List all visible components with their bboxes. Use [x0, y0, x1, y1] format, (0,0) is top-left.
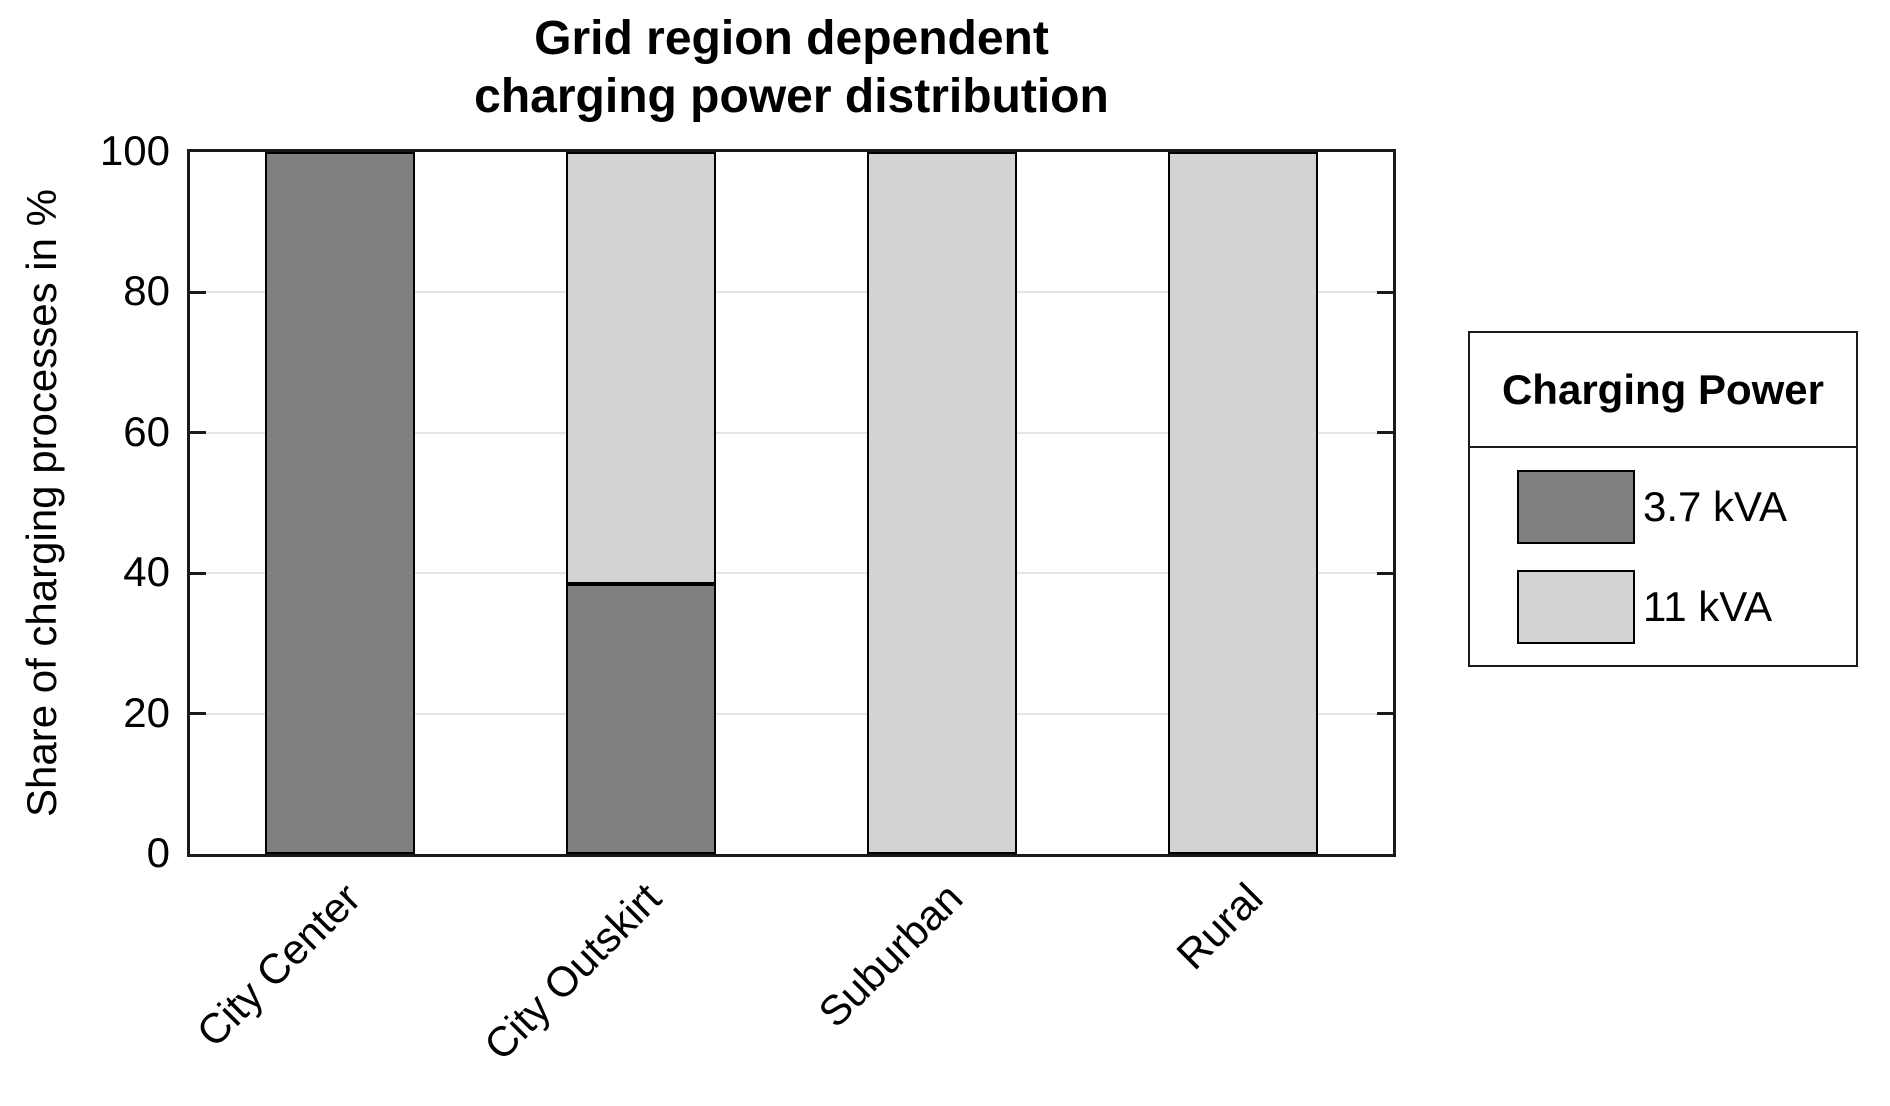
- y-tick-mark-left-20: [190, 712, 206, 716]
- legend-entry-label-3-7-kva: 3.7 kVA: [1643, 483, 1787, 530]
- bar-segment-suburban-11-kva: [866, 152, 1017, 854]
- gridline-y-40: [190, 572, 1393, 575]
- x-tick-label-city-center: City Center: [187, 874, 370, 1056]
- y-tick-mark-left-40: [190, 571, 206, 575]
- chart-title-line1: Grid region dependent: [534, 12, 1049, 65]
- y-tick-mark-right-20: [1377, 712, 1393, 716]
- legend-entry-11-kva: 11 kVA: [1517, 570, 1856, 644]
- legend-swatch-3-7-kva: [1517, 470, 1635, 544]
- y-tick-mark-left-60: [190, 431, 206, 435]
- y-tick-label-40: 40: [123, 548, 170, 596]
- y-tick-mark-right-40: [1377, 571, 1393, 575]
- chart-title: Grid region dependent charging power dis…: [0, 10, 1583, 126]
- y-tick-label-100: 100: [99, 127, 170, 175]
- y-tick-label-80: 80: [123, 267, 170, 315]
- legend-entry-label-11-kva: 11 kVA: [1643, 583, 1773, 630]
- legend-swatch-11-kva: [1517, 570, 1635, 644]
- y-tick-label-60: 60: [123, 407, 170, 455]
- plot-area: [187, 149, 1396, 857]
- y-tick-mark-right-60: [1377, 431, 1393, 435]
- y-tick-mark-left-80: [190, 290, 206, 294]
- legend-entries: 3.7 kVA 11 kVA: [1470, 470, 1856, 644]
- y-tick-label-0: 0: [146, 829, 170, 877]
- x-tick-label-city-outskirt: City Outskirt: [475, 874, 671, 1069]
- x-tick-label-suburban: Suburban: [809, 874, 972, 1037]
- bar-segment-rural-11-kva: [1167, 152, 1318, 854]
- gridline-y-80: [190, 291, 1393, 294]
- gridline-y-60: [190, 431, 1393, 434]
- gridline-y-20: [190, 712, 1393, 715]
- bar-segment-city-outskirt-3-7-kva: [566, 583, 717, 854]
- y-tick-label-20: 20: [123, 688, 170, 736]
- x-tick-label-rural: Rural: [1167, 874, 1272, 979]
- legend-title: Charging Power: [1470, 333, 1856, 448]
- y-tick-mark-right-80: [1377, 290, 1393, 294]
- bar-segment-city-center-3-7-kva: [265, 152, 416, 854]
- bar-segment-city-outskirt-11-kva: [566, 152, 717, 584]
- legend: Charging Power 3.7 kVA 11 kVA: [1468, 331, 1858, 667]
- legend-entry-3-7-kva: 3.7 kVA: [1517, 470, 1856, 544]
- chart-title-line2: charging power distribution: [474, 70, 1109, 123]
